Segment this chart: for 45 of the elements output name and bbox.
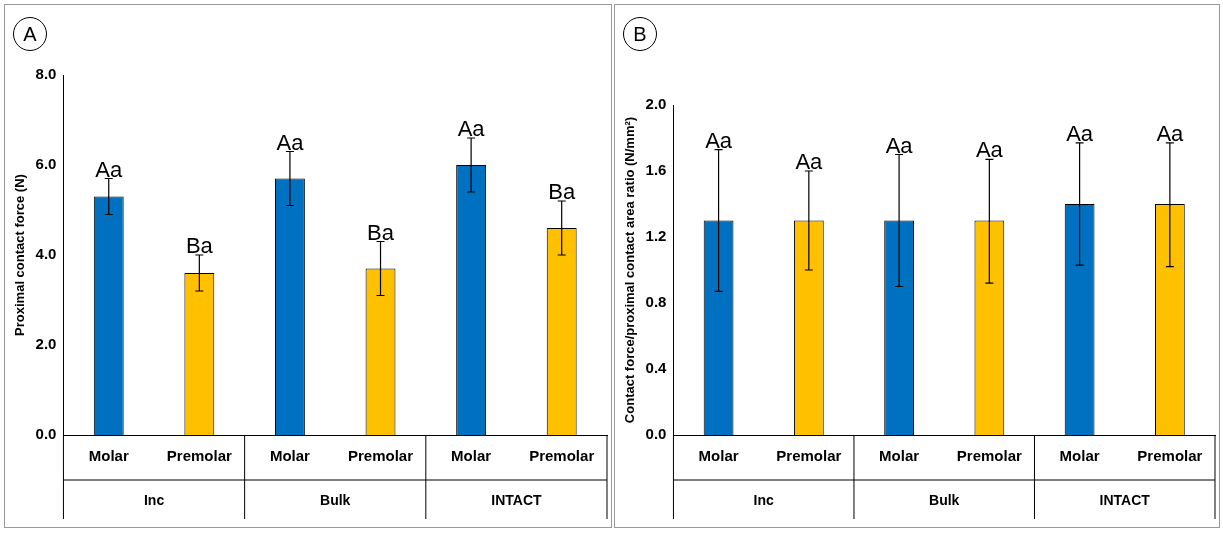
x-tick-label: Inc (143, 491, 165, 508)
text: Premolar (1137, 447, 1203, 465)
x-tick-label: Bulk (929, 491, 960, 508)
x-tick-label: INTACT (1099, 491, 1151, 508)
text: Molar (451, 447, 492, 465)
y-tick-label: 6.0 (35, 155, 57, 173)
y-tick-label: 0.4 (645, 359, 668, 377)
data-label: Aa (705, 127, 733, 153)
chart-title: B (623, 17, 657, 51)
text: Molar (698, 447, 739, 465)
x-tick-label: Bulk (320, 491, 351, 508)
data-label: Ba (185, 233, 214, 258)
y-tick-label: 2.0 (645, 95, 667, 113)
y-tick-label: 1.6 (645, 161, 667, 179)
y-axis-title: Contact force/proximal contact area ratio (N/mm²) (622, 116, 638, 424)
data-label: Aa (1156, 120, 1185, 146)
x-tick-label: INTACT (491, 491, 542, 508)
y-tick-label: 2.0 (35, 335, 57, 353)
y-tick-label: 0.8 (645, 293, 667, 311)
text: Premolar (956, 447, 1022, 465)
data-label: Aa (276, 129, 305, 155)
chart-title: A (13, 17, 47, 51)
data-label: Ba (367, 219, 395, 245)
data-label: Aa (795, 149, 824, 174)
text: Premolar (529, 447, 595, 465)
y-tick-label: 4.0 (35, 245, 57, 263)
data-label: Aa (1066, 120, 1094, 146)
text: Molar (269, 447, 310, 465)
y-tick-label: 0.0 (35, 425, 57, 443)
data-label: Aa (95, 156, 123, 182)
text: Molar (879, 447, 920, 465)
y-tick-label: 1.2 (645, 227, 667, 245)
series-label: Premolar (776, 447, 842, 465)
series-label: Molar (1059, 447, 1100, 465)
y-tick-label: 8.0 (35, 65, 57, 83)
series-label: Premolar (166, 447, 233, 465)
x-tick-label: Inc (753, 491, 775, 508)
data-label: Aa (885, 132, 914, 158)
text: Premolar (348, 447, 414, 465)
series-label: Molar (88, 447, 129, 465)
y-tick-label: 0.0 (645, 425, 667, 443)
data-label: Aa (457, 116, 486, 141)
y-axis-title: Proximal contact force (N) (12, 174, 28, 336)
data-label: Ba (548, 179, 576, 204)
data-label: Aa (975, 137, 1004, 163)
